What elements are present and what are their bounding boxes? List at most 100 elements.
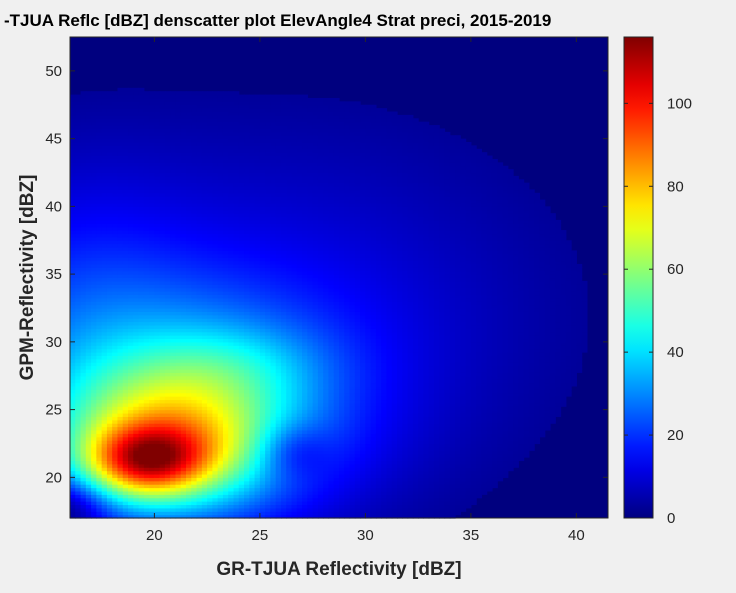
heatmap-cell — [96, 175, 103, 180]
heatmap-cell — [212, 304, 219, 309]
heatmap-cell — [149, 304, 155, 309]
heatmap-cell — [101, 223, 108, 228]
heatmap-cell — [270, 307, 277, 312]
heatmap-cell — [238, 324, 245, 329]
heatmap-cell — [122, 179, 129, 184]
heatmap-cell — [233, 189, 240, 194]
heatmap-cell — [175, 382, 182, 387]
heatmap-cell — [143, 270, 150, 275]
heatmap-cell — [106, 470, 113, 475]
heatmap-cell — [101, 311, 108, 316]
heatmap-cell — [117, 277, 124, 282]
heatmap-cell — [154, 470, 161, 475]
heatmap-cell — [222, 379, 229, 384]
heatmap-cell — [180, 335, 187, 340]
heatmap-cell — [159, 260, 166, 265]
heatmap-cell — [265, 277, 272, 282]
heatmap-cell — [85, 145, 92, 150]
heatmap-cell — [159, 355, 166, 360]
heatmap-cell — [186, 311, 192, 316]
heatmap-cell — [201, 467, 208, 472]
heatmap-cell — [122, 230, 129, 235]
heatmap-cell — [85, 396, 92, 401]
heatmap-cell — [222, 148, 229, 153]
heatmap-cell — [170, 145, 177, 150]
heatmap-cell — [159, 368, 166, 373]
heatmap-cell — [138, 412, 145, 417]
heatmap-cell — [117, 104, 124, 109]
heatmap-cell — [259, 236, 266, 241]
heatmap-cell — [80, 511, 87, 516]
heatmap-cell — [254, 487, 261, 492]
heatmap-cell — [180, 423, 187, 428]
heatmap-cell — [249, 199, 256, 204]
heatmap-cell — [212, 219, 219, 224]
heatmap-cell — [128, 355, 134, 360]
heatmap-cell — [164, 426, 171, 431]
heatmap-cell — [164, 443, 171, 448]
heatmap-cell — [238, 213, 245, 218]
heatmap-cell — [154, 240, 161, 245]
heatmap-cell — [75, 504, 82, 509]
heatmap-cell — [80, 121, 87, 126]
heatmap-cell — [170, 148, 177, 153]
heatmap-cell — [149, 131, 155, 136]
heatmap-cell — [170, 233, 177, 238]
heatmap-cell — [259, 142, 266, 146]
heatmap-cell — [222, 145, 229, 150]
heatmap-cell — [191, 196, 198, 201]
heatmap-cell — [275, 379, 282, 384]
heatmap-cell — [91, 392, 97, 397]
heatmap-cell — [180, 104, 187, 109]
heatmap-cell — [138, 345, 145, 350]
heatmap-cell — [228, 318, 235, 323]
heatmap-cell — [96, 473, 103, 478]
heatmap-cell — [138, 226, 145, 231]
heatmap-cell — [191, 94, 198, 99]
heatmap-cell — [207, 257, 214, 262]
heatmap-cell — [91, 338, 97, 343]
heatmap-cell — [128, 202, 134, 207]
heatmap-cell — [122, 158, 129, 163]
heatmap-cell — [275, 480, 282, 485]
heatmap-cell — [96, 396, 103, 401]
heatmap-cell — [270, 186, 277, 191]
heatmap-cell — [275, 487, 282, 492]
heatmap-cell — [75, 318, 82, 323]
heatmap-cell — [186, 226, 192, 231]
heatmap-cell — [228, 501, 235, 506]
heatmap-cell — [265, 247, 272, 251]
heatmap-cell — [259, 114, 266, 119]
heatmap-cell — [222, 250, 229, 255]
heatmap-cell — [75, 389, 82, 394]
heatmap-cell — [112, 341, 119, 346]
heatmap-cell — [70, 121, 76, 126]
heatmap-cell — [154, 148, 161, 153]
heatmap-cell — [112, 433, 119, 438]
heatmap-cell — [138, 104, 145, 109]
heatmap-cell — [207, 243, 214, 248]
heatmap-cell — [207, 287, 214, 292]
heatmap-cell — [259, 345, 266, 350]
heatmap-cell — [259, 182, 266, 187]
heatmap-cell — [275, 419, 282, 424]
heatmap-cell — [222, 297, 229, 302]
heatmap-cell — [154, 487, 161, 492]
heatmap-cell — [149, 372, 155, 377]
heatmap-cell — [70, 277, 76, 282]
heatmap-cell — [101, 368, 108, 373]
heatmap-cell — [249, 440, 256, 445]
heatmap-cell — [159, 209, 166, 214]
heatmap-cell — [164, 318, 171, 323]
heatmap-cell — [75, 101, 82, 106]
heatmap-cell — [96, 514, 103, 519]
heatmap-cell — [191, 416, 198, 421]
heatmap-cell — [175, 219, 182, 224]
heatmap-cell — [228, 223, 235, 228]
heatmap-cell — [85, 348, 92, 353]
heatmap-cell — [164, 409, 171, 414]
heatmap-cell — [159, 460, 166, 465]
heatmap-cell — [217, 270, 224, 275]
heatmap-cell — [117, 253, 124, 258]
heatmap-cell — [112, 291, 119, 296]
